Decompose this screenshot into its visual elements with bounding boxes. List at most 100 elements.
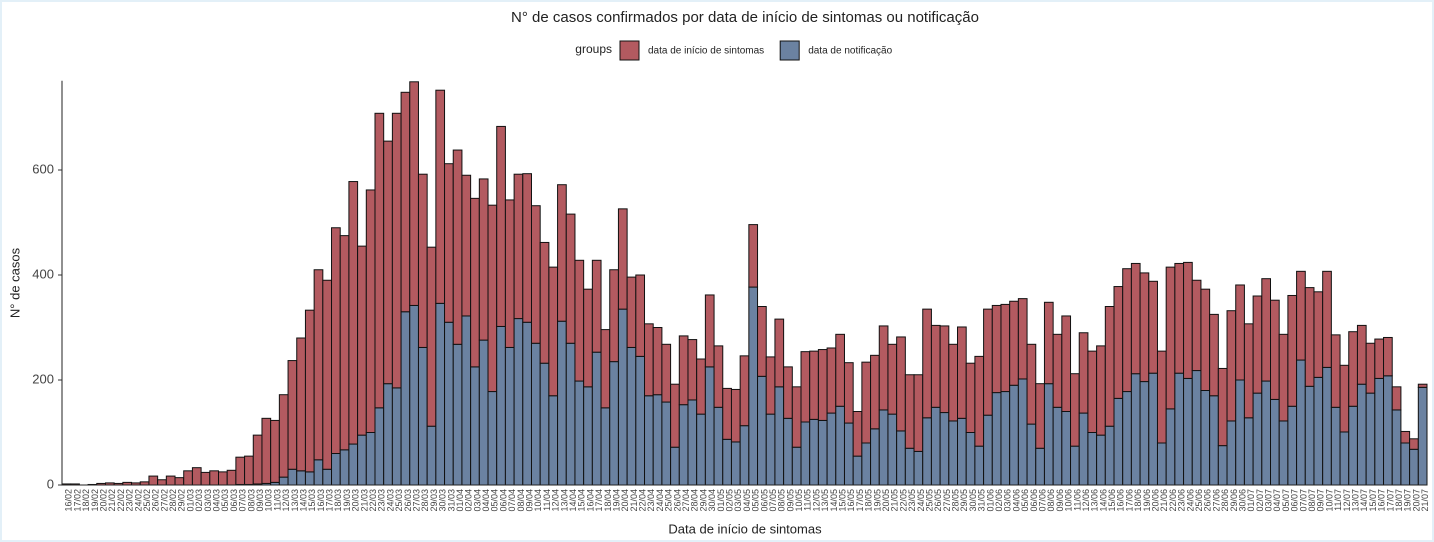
bar bbox=[365, 432, 376, 486]
x-tick-label: 05/06 bbox=[1020, 489, 1030, 512]
bar bbox=[1217, 445, 1228, 486]
x-tick-label: 24/02 bbox=[133, 489, 143, 512]
x-tick-label: 14/05 bbox=[829, 489, 839, 512]
bar bbox=[1383, 336, 1393, 377]
bar bbox=[791, 386, 802, 448]
bar bbox=[496, 125, 506, 327]
x-tick-label: 28/05 bbox=[951, 489, 961, 512]
bar bbox=[539, 362, 550, 486]
chart-title: N° de casos confirmados por data de iníc… bbox=[511, 9, 979, 26]
x-tick-label: 02/06 bbox=[994, 489, 1004, 512]
x-tick-label: 22/06 bbox=[1168, 489, 1178, 512]
bar bbox=[1339, 364, 1350, 433]
x-tick-label: 05/03 bbox=[220, 489, 230, 512]
x-tick-label: 23/04 bbox=[646, 489, 656, 512]
legend-swatch bbox=[779, 40, 800, 61]
bar bbox=[835, 405, 845, 486]
x-tick-label: 08/03 bbox=[246, 489, 256, 512]
bar bbox=[1165, 408, 1176, 486]
bar bbox=[1156, 350, 1167, 444]
x-tick-label: 03/03 bbox=[203, 489, 213, 512]
x-tick-label: 04/03 bbox=[212, 489, 222, 512]
bar bbox=[522, 173, 532, 323]
bar bbox=[965, 432, 976, 486]
x-tick-label: 23/05 bbox=[907, 489, 917, 512]
x-tick-label: 16/02 bbox=[64, 489, 74, 512]
bar bbox=[861, 361, 872, 444]
bar bbox=[843, 362, 854, 424]
bar bbox=[304, 471, 315, 486]
bar bbox=[444, 321, 454, 486]
x-tick-label: 06/07 bbox=[1290, 489, 1300, 512]
bar bbox=[800, 351, 811, 423]
bar bbox=[1000, 391, 1011, 486]
bar bbox=[513, 318, 524, 486]
bar bbox=[417, 346, 428, 486]
x-tick-label: 28/02 bbox=[168, 489, 178, 512]
x-tick-label: 20/05 bbox=[881, 489, 891, 512]
x-tick-label: 06/06 bbox=[1029, 489, 1039, 512]
bar bbox=[1417, 386, 1428, 486]
x-tick-label: 24/05 bbox=[916, 489, 926, 512]
bar bbox=[1356, 324, 1367, 385]
x-tick-label: 23/02 bbox=[125, 489, 135, 512]
bar bbox=[365, 189, 376, 433]
bar bbox=[487, 391, 498, 486]
x-tick-label: 15/06 bbox=[1107, 489, 1117, 512]
x-tick-label: 11/05 bbox=[803, 489, 813, 511]
x-tick-label: 19/02 bbox=[90, 489, 100, 512]
bar bbox=[704, 294, 715, 368]
bar bbox=[1113, 397, 1124, 486]
bar bbox=[244, 455, 254, 485]
x-tick-label: 10/05 bbox=[794, 489, 804, 512]
bar bbox=[1183, 377, 1193, 486]
x-tick-label: 02/03 bbox=[194, 489, 204, 512]
bar bbox=[461, 315, 472, 486]
x-tick-label: 16/05 bbox=[846, 489, 856, 512]
x-tick-label: 08/07 bbox=[1307, 489, 1317, 512]
x-tick-label: 06/04 bbox=[498, 489, 508, 512]
bar bbox=[678, 335, 689, 406]
x-tick-label: 12/05 bbox=[811, 489, 821, 512]
bar bbox=[1017, 298, 1028, 380]
bar bbox=[652, 327, 663, 396]
x-tick-label: 01/07 bbox=[1246, 489, 1256, 512]
x-tick-label: 09/04 bbox=[525, 489, 535, 512]
bar bbox=[609, 269, 619, 363]
bar bbox=[870, 428, 880, 486]
bar bbox=[1078, 412, 1089, 486]
bar bbox=[887, 413, 898, 486]
bar bbox=[452, 343, 463, 486]
bar bbox=[444, 163, 454, 323]
x-tick-label: 25/06 bbox=[1194, 489, 1204, 512]
x-tick-label: 29/04 bbox=[698, 489, 708, 512]
x-tick-label: 09/03 bbox=[255, 489, 265, 512]
bar bbox=[1009, 384, 1019, 486]
x-tick-label: 27/04 bbox=[681, 489, 691, 512]
bar bbox=[1296, 359, 1306, 486]
x-tick-label: 24/04 bbox=[655, 489, 665, 512]
bar bbox=[470, 366, 480, 486]
bar bbox=[174, 477, 185, 486]
x-tick-label: 21/02 bbox=[107, 489, 117, 512]
bar bbox=[1417, 383, 1428, 388]
x-tick-label: 22/04 bbox=[638, 489, 648, 512]
bar bbox=[1191, 370, 1202, 486]
bar bbox=[974, 445, 985, 486]
bar bbox=[730, 388, 741, 443]
x-tick-label: 30/03 bbox=[438, 489, 448, 512]
bar bbox=[974, 355, 985, 447]
bar bbox=[765, 413, 776, 486]
bar bbox=[983, 414, 993, 486]
bar bbox=[557, 184, 567, 322]
x-tick-label: 07/03 bbox=[238, 489, 248, 512]
x-tick-label: 26/05 bbox=[933, 489, 943, 512]
bar bbox=[1374, 338, 1385, 379]
x-tick-label: 01/06 bbox=[985, 489, 995, 512]
bar bbox=[896, 336, 906, 432]
bar bbox=[1400, 442, 1411, 486]
x-tick-label: 12/04 bbox=[551, 489, 561, 512]
x-tick-label: 03/07 bbox=[1264, 489, 1274, 512]
x-tick-label: 20/06 bbox=[1151, 489, 1161, 512]
bar bbox=[1252, 392, 1263, 486]
